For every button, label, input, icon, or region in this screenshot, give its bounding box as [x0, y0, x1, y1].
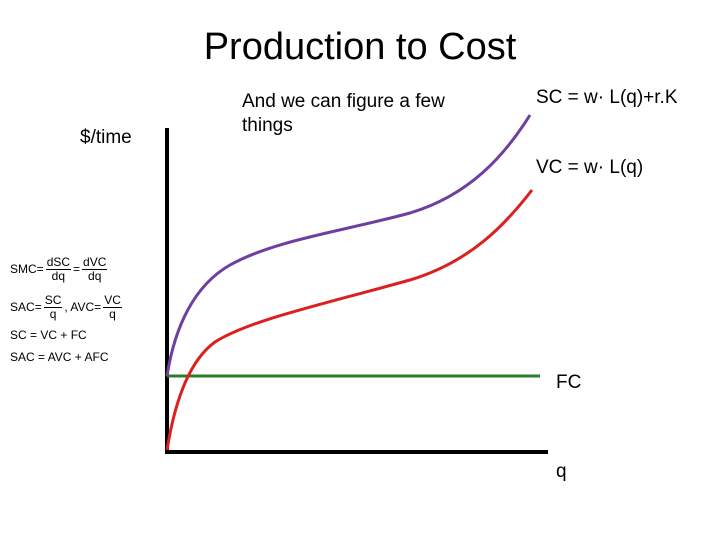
x-axis-label: q [556, 461, 567, 482]
sac-formula: SAC = SC q , AVC = VC q [10, 292, 124, 321]
sac-lhs: SAC [10, 300, 35, 314]
avc-lhs: , AVC [64, 300, 95, 314]
smc-eq: = [36, 262, 44, 276]
sac-f1-den: q [49, 306, 57, 321]
smc-fraction-1: dSC dq [45, 254, 72, 283]
page-title: Production to Cost [203, 26, 517, 68]
avc-eq: = [94, 300, 102, 314]
sac-sum-formula: SAC = AVC + AFC [10, 350, 109, 364]
smc-f1-den: dq [51, 268, 66, 283]
smc-formula: SMC = dSC dq = dVC dq [10, 254, 124, 283]
avc-den: q [109, 306, 116, 321]
avc-fraction: VC q [103, 292, 122, 321]
sc-sum-formula: SC = VC + FC [10, 328, 87, 342]
cost-formulas: SMC = dSC dq = dVC dq SAC = SC q , AVC =… [10, 254, 124, 368]
sc-curve-label: SC = w· L(q)+r.K [536, 87, 678, 108]
smc-fraction-2: dVC dq [82, 254, 108, 283]
smc-lhs: SMC [10, 262, 37, 276]
note-text: And we can figure a few things [242, 91, 445, 136]
avc-num: VC [103, 292, 122, 308]
smc-f1-num: dSC [45, 254, 72, 270]
smc-eq2: = [73, 262, 81, 276]
vc-curve-label: VC = w· L(q) [536, 157, 644, 178]
vc-curve [165, 189, 534, 451]
fc-curve-label: FC [556, 372, 582, 393]
smc-f2-den: dq [88, 268, 102, 283]
sac-eq: = [34, 300, 42, 314]
sc-curve [165, 114, 532, 377]
smc-f2-num: dVC [82, 254, 108, 270]
sac-fraction-1: SC q [43, 292, 63, 321]
y-axis-label: $/time [80, 127, 132, 148]
sac-f1-num: SC [43, 292, 63, 308]
